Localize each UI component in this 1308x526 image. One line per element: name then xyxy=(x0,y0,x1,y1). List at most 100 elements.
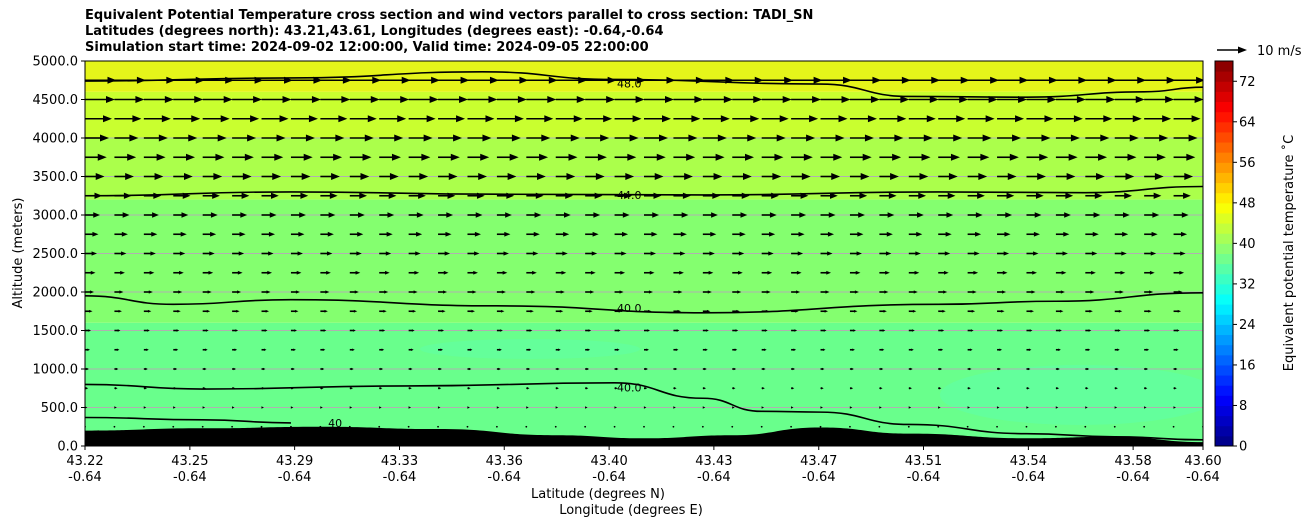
wind-vector xyxy=(526,115,554,123)
wind-vector xyxy=(467,134,492,142)
wind-vector xyxy=(908,290,918,294)
wind-vector xyxy=(232,251,245,256)
colorbar-segment xyxy=(1215,385,1233,396)
wind-vector xyxy=(938,153,960,161)
wind-vector xyxy=(232,212,248,218)
wind-vector xyxy=(173,96,204,103)
wind-vector xyxy=(673,231,687,237)
wind-vector xyxy=(879,153,902,161)
wind-vector xyxy=(85,134,109,142)
wind-vector xyxy=(438,251,451,256)
wind-vector xyxy=(555,251,568,256)
wind-vector xyxy=(173,231,187,237)
wind-vector xyxy=(820,251,833,256)
wind-vector xyxy=(202,231,217,237)
colorbar-segment xyxy=(1215,283,1233,295)
wind-vector xyxy=(585,251,598,256)
wind-vector xyxy=(879,192,897,199)
colorbar-tick-label: 8 xyxy=(1239,399,1247,414)
wind-vector xyxy=(379,192,397,199)
wind-vector xyxy=(1026,96,1057,103)
colorbar-segment xyxy=(1215,202,1233,214)
wind-vector xyxy=(702,134,727,142)
field-band-2 xyxy=(85,138,1203,200)
wind-vector xyxy=(732,115,760,123)
wind-vector xyxy=(114,270,125,275)
wind-vector xyxy=(938,173,958,180)
wind-vector xyxy=(320,134,345,142)
wind-vector xyxy=(879,290,889,294)
wind-vector xyxy=(261,251,274,256)
wind-vector xyxy=(879,406,882,409)
wind-vector xyxy=(644,115,671,123)
colorbar-tick-label: 64 xyxy=(1239,115,1256,130)
x-tick-label-lat: 43.36 xyxy=(486,454,523,469)
wind-vector xyxy=(408,270,420,275)
wind-vector xyxy=(1203,310,1211,313)
wind-vector xyxy=(202,406,206,409)
wind-vector xyxy=(526,173,546,180)
wind-vector xyxy=(702,96,733,103)
contour-line xyxy=(85,416,291,424)
wind-vector xyxy=(555,309,564,313)
wind-vector xyxy=(320,153,343,161)
wind-vector xyxy=(496,76,529,84)
wind-vector xyxy=(438,115,466,123)
wind-vector xyxy=(349,212,365,218)
wind-vector xyxy=(791,212,807,218)
wind-vector xyxy=(820,270,832,275)
wind-vector xyxy=(702,153,725,161)
x-tick-label-lon: -0.64 xyxy=(1186,470,1220,485)
wind-vector xyxy=(202,173,223,180)
wind-vector xyxy=(1114,270,1126,275)
contour-line xyxy=(85,185,1203,197)
title-line-2: Latitudes (degrees north): 43.21,43.61, … xyxy=(85,24,664,39)
wind-vector xyxy=(791,329,798,332)
wind-vector xyxy=(261,309,270,313)
wind-vector xyxy=(732,329,739,332)
wind-vector xyxy=(908,134,933,142)
wind-vector xyxy=(1085,406,1088,409)
wind-vector xyxy=(732,134,757,142)
wind-vector xyxy=(467,309,475,313)
wind-vector xyxy=(791,270,802,275)
wind-vector xyxy=(467,231,481,237)
wind-vector xyxy=(908,309,917,313)
wind-vector xyxy=(85,173,105,180)
colorbar-segment xyxy=(1215,142,1233,153)
wind-vector xyxy=(761,76,794,84)
wind-vector xyxy=(379,134,404,142)
wind-vector xyxy=(408,367,413,371)
wind-vector xyxy=(1055,134,1080,142)
wind-vector xyxy=(1144,387,1148,390)
wind-vector xyxy=(849,367,854,371)
wind-vector xyxy=(1144,251,1157,256)
wind-vector xyxy=(260,425,263,428)
wind-vector xyxy=(495,425,498,428)
wind-vector xyxy=(496,270,508,275)
wind-vector xyxy=(1055,192,1074,199)
wind-vector xyxy=(1085,153,1108,161)
wind-vector xyxy=(849,348,855,351)
wind-vector xyxy=(1055,406,1059,409)
wind-vector xyxy=(761,387,765,390)
wind-vector xyxy=(555,406,559,409)
wind-vector xyxy=(232,406,235,409)
colorbar-segment xyxy=(1215,243,1233,254)
wind-vector xyxy=(585,231,599,237)
wind-vector xyxy=(1114,309,1123,313)
wind-vector xyxy=(1173,367,1178,371)
wind-vector xyxy=(614,329,621,332)
wind-vector xyxy=(761,270,773,275)
wind-vector xyxy=(1114,406,1118,409)
wind-vector xyxy=(438,309,446,313)
wind-vector xyxy=(997,367,1001,371)
colorbar-segment xyxy=(1215,334,1233,346)
wind-vector xyxy=(379,231,393,237)
colorbar-segment xyxy=(1215,223,1233,234)
x-tick-label-lat: 43.22 xyxy=(66,454,103,469)
wind-vector xyxy=(290,115,318,123)
wind-vector xyxy=(202,270,214,275)
colorbar-segment xyxy=(1215,314,1233,325)
wind-vector xyxy=(673,367,678,371)
